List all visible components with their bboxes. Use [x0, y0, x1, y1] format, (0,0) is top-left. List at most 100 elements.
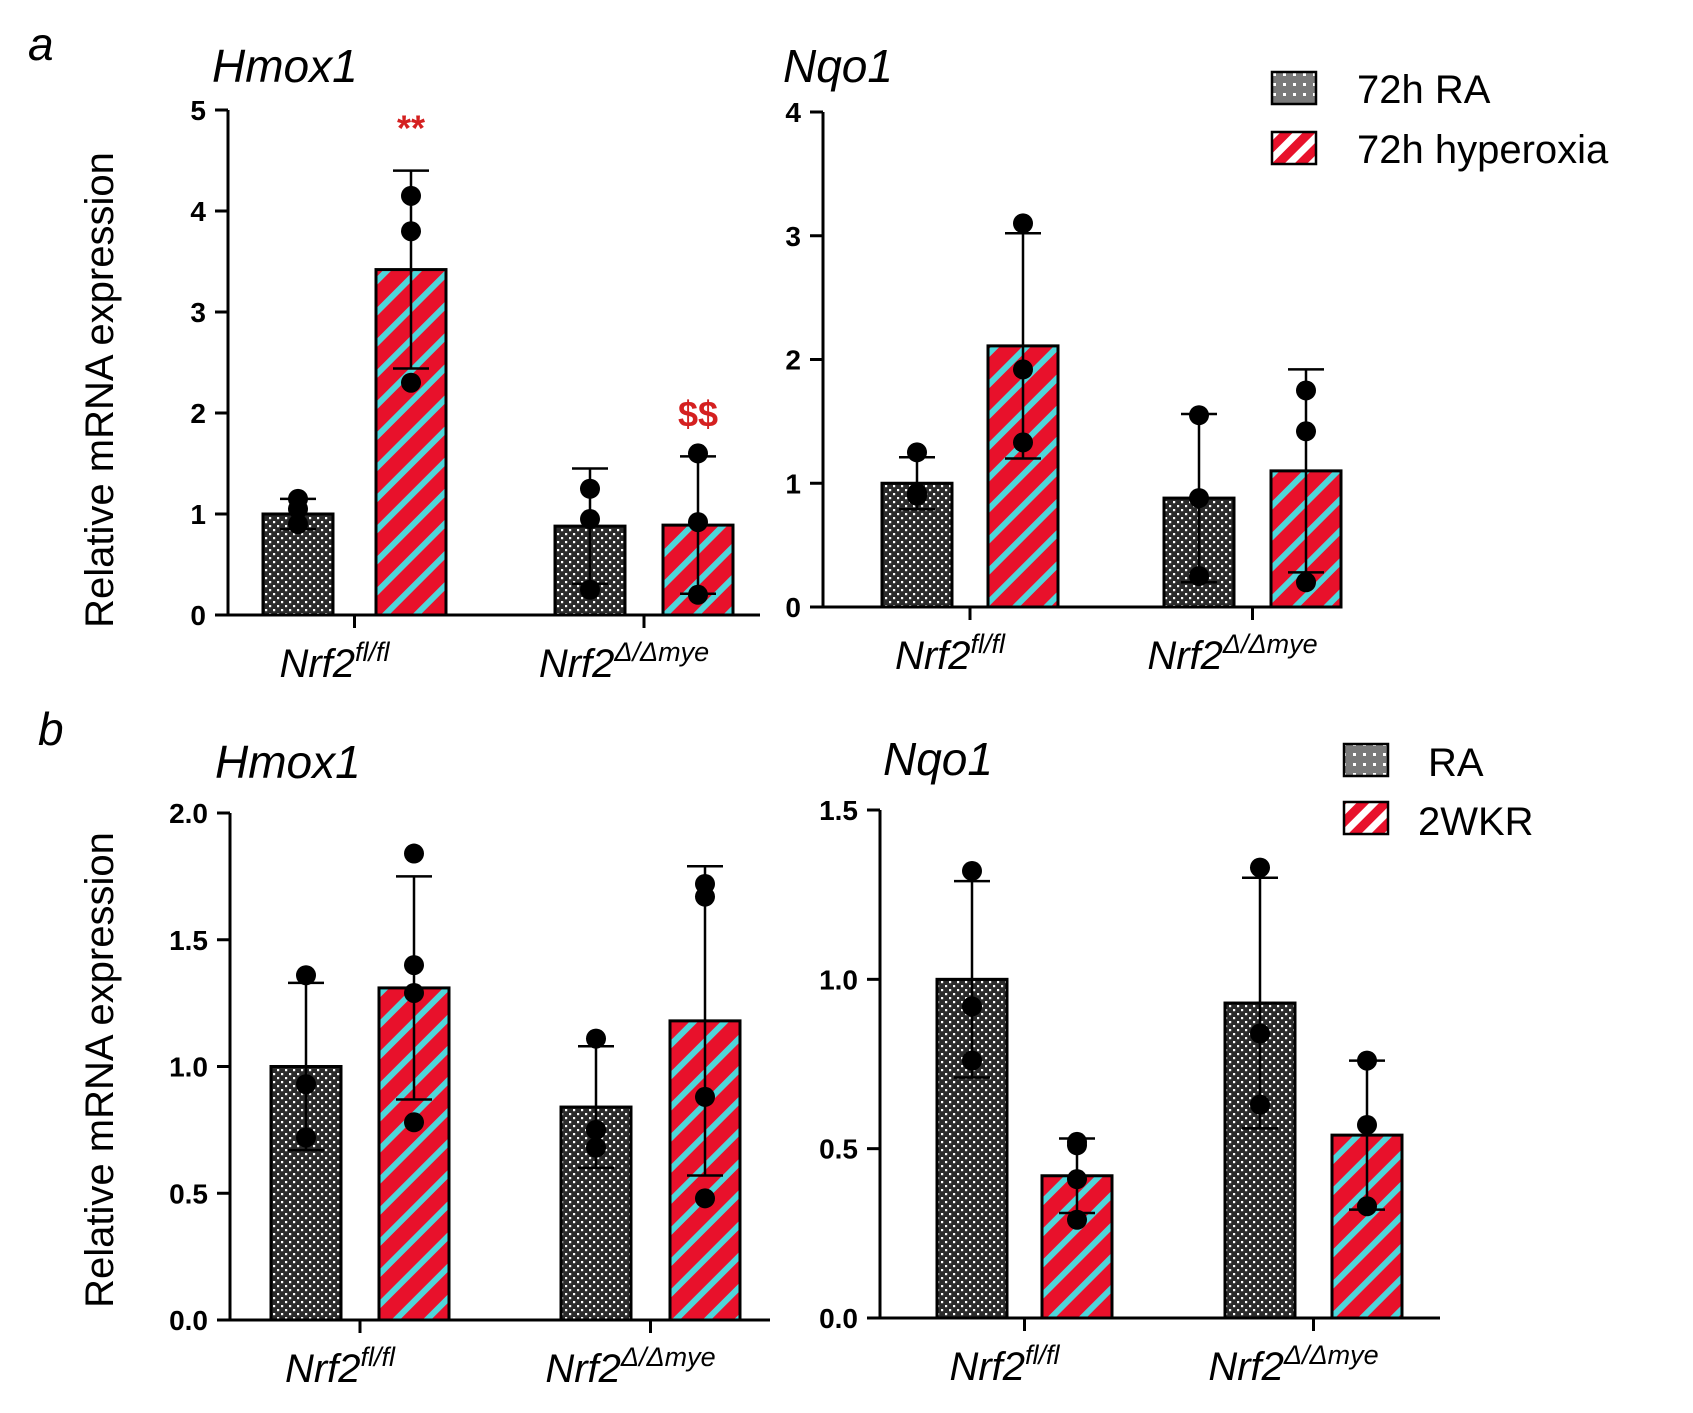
- y-tick-label: 1: [190, 499, 206, 530]
- data-point: [1013, 432, 1033, 453]
- data-point: [296, 1074, 316, 1095]
- chart-title-b-nqo1: Nqo1: [883, 733, 993, 785]
- data-point: [288, 514, 308, 535]
- y-tick-label: 4: [785, 97, 801, 128]
- data-point: [1013, 213, 1033, 234]
- data-point: [404, 982, 424, 1003]
- y-axis-label-b: Relative mRNA expression: [78, 832, 122, 1308]
- chart-a-nqo1: 0 1 2 3 4 Nrf2fl/fl Nrf2Δ/Δmye: [785, 97, 1343, 678]
- data-point: [296, 965, 316, 986]
- data-point: [1296, 572, 1316, 593]
- legend-label-ra: RA: [1428, 741, 1484, 785]
- significance-annotation: **: [397, 108, 425, 149]
- data-point: [401, 185, 421, 206]
- data-point: [580, 509, 600, 530]
- y-tick-label: 2: [190, 398, 206, 429]
- chart-title-b-hmox1: Hmox1: [215, 736, 361, 788]
- x-tick-label: Nrf2Δ/Δmye: [1147, 629, 1317, 678]
- bar-treatment: [374, 268, 448, 617]
- legend-label-2wkr: 2WKR: [1418, 800, 1534, 844]
- data-point: [288, 498, 308, 519]
- data-point: [401, 221, 421, 242]
- x-tick-label: Nrf2Δ/Δmye: [545, 1342, 715, 1391]
- data-point: [1357, 1050, 1377, 1071]
- panel-letter-b: b: [38, 703, 64, 755]
- y-tick-label: 1.5: [819, 795, 858, 826]
- data-point: [1296, 421, 1316, 442]
- chart-title-a-hmox1: Hmox1: [212, 40, 358, 92]
- data-point: [1357, 1114, 1377, 1135]
- data-point: [695, 873, 715, 894]
- y-tick-label: 0.5: [169, 1178, 208, 1209]
- y-tick-label: 0.5: [819, 1134, 858, 1165]
- y-tick-label: 1.0: [819, 964, 858, 995]
- data-point: [401, 372, 421, 393]
- y-tick-label: 0: [190, 600, 206, 631]
- data-point: [907, 483, 927, 504]
- data-point: [586, 1137, 606, 1158]
- y-tick-label: 4: [190, 196, 206, 227]
- data-point: [1357, 1196, 1377, 1217]
- y-tick-label: 1.5: [169, 925, 208, 956]
- data-point: [962, 1050, 982, 1071]
- significance-annotation: $$: [678, 393, 718, 434]
- y-tick-label: 3: [785, 221, 801, 252]
- data-point: [580, 478, 600, 499]
- data-point: [907, 442, 927, 463]
- data-point: [695, 1086, 715, 1107]
- y-tick-label: 2: [785, 345, 801, 376]
- y-tick-label: 1: [785, 468, 801, 499]
- y-tick-label: 0.0: [169, 1305, 208, 1336]
- x-tick-label: Nrf2fl/fl: [949, 1340, 1060, 1389]
- data-point: [1250, 1023, 1270, 1044]
- data-point: [404, 1112, 424, 1133]
- y-tick-label: 2.0: [169, 798, 208, 829]
- chart-title-a-nqo1: Nqo1: [783, 40, 893, 92]
- x-tick-label: Nrf2Δ/Δmye: [1208, 1340, 1378, 1389]
- x-tick-label: Nrf2fl/fl: [285, 1342, 396, 1391]
- data-point: [688, 584, 708, 605]
- data-point: [296, 1127, 316, 1148]
- x-tick-label: Nrf2Δ/Δmye: [539, 637, 709, 686]
- y-tick-label: 3: [190, 297, 206, 328]
- data-point: [695, 1188, 715, 1209]
- data-point: [404, 843, 424, 864]
- data-point: [1067, 1209, 1087, 1230]
- data-point: [404, 955, 424, 976]
- data-point: [1067, 1169, 1087, 1190]
- y-tick-label: 5: [190, 95, 206, 126]
- data-point: [1067, 1131, 1087, 1152]
- legend-a: 72h RA 72h hyperoxia: [1270, 68, 1609, 172]
- data-point: [1250, 1094, 1270, 1115]
- y-axis-label-a: Relative mRNA expression: [78, 152, 122, 628]
- data-point: [688, 443, 708, 464]
- chart-a-hmox1: 0 1 2 3 4 5 Nrf2fl/fl Nrf2Δ/Δmye ** $$: [190, 95, 760, 686]
- data-point: [688, 512, 708, 533]
- data-point: [962, 996, 982, 1017]
- legend-b: RA 2WKR: [1342, 741, 1534, 844]
- chart-b-nqo1: 0.0 0.5 1.0 1.5 Nrf2fl/fl Nrf2Δ/Δmye: [819, 795, 1440, 1389]
- data-point: [1013, 359, 1033, 380]
- y-tick-label: 0.0: [819, 1303, 858, 1334]
- data-point: [586, 1028, 606, 1049]
- legend-label-72h-hyperoxia: 72h hyperoxia: [1357, 128, 1609, 172]
- data-point: [580, 579, 600, 600]
- data-point: [1250, 857, 1270, 878]
- data-point: [1189, 488, 1209, 509]
- legend-swatch-2wkr: [1342, 800, 1390, 836]
- x-tick-label: Nrf2fl/fl: [895, 629, 1006, 678]
- data-point: [1189, 566, 1209, 587]
- legend-swatch-72h-ra: [1270, 70, 1318, 106]
- data-point: [586, 1119, 606, 1140]
- legend-swatch-72h-hyperoxia: [1270, 130, 1318, 166]
- panel-letter-a: a: [28, 18, 54, 70]
- y-tick-label: 1.0: [169, 1052, 208, 1083]
- data-point: [1296, 380, 1316, 401]
- data-point: [1189, 405, 1209, 426]
- chart-b-hmox1: 0.0 0.5 1.0 1.5 2.0 Nrf2fl/fl Nrf2Δ/Δmye: [169, 798, 770, 1391]
- legend-label-72h-ra: 72h RA: [1357, 68, 1491, 112]
- data-point: [962, 860, 982, 881]
- legend-swatch-ra: [1342, 742, 1390, 778]
- x-tick-label: Nrf2fl/fl: [279, 637, 390, 686]
